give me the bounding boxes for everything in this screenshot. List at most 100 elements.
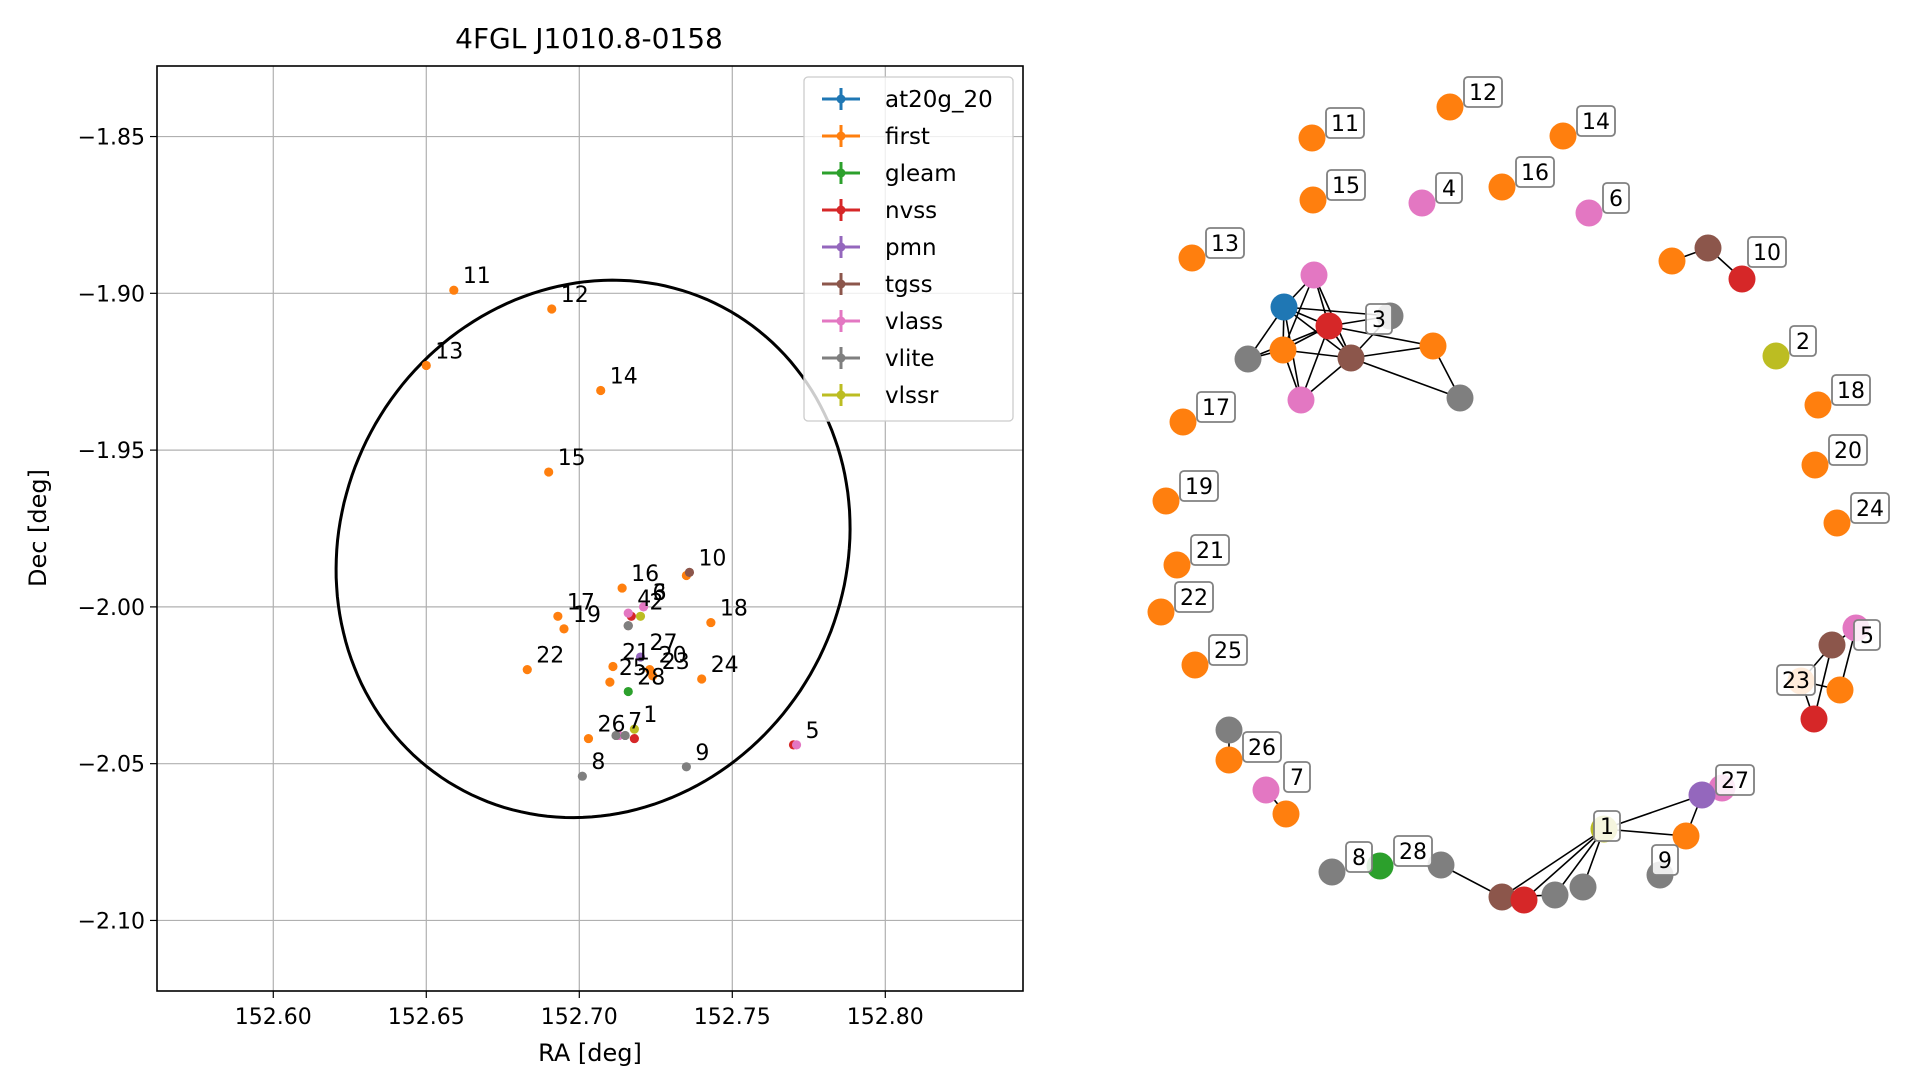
network-node-label-box: [1593, 810, 1621, 842]
legend-dot-vlite: [836, 353, 846, 363]
network-node-label: 2: [1796, 330, 1810, 355]
point-label: 14: [610, 365, 638, 390]
network-edges: [1228, 247, 1857, 901]
network-node: [1169, 408, 1197, 436]
legend-label: nvss: [885, 198, 937, 224]
point-first: [522, 665, 532, 675]
point-first: [596, 385, 606, 396]
network-node-label-box: [1850, 492, 1890, 524]
point-first: [559, 624, 569, 634]
network-node: [1408, 189, 1436, 217]
y-axis-label: Dec [deg]: [24, 469, 52, 587]
point-nvss: [629, 733, 639, 744]
point-label: 15: [558, 446, 586, 471]
network-node-label-box: [1463, 76, 1503, 108]
point-first: [583, 733, 594, 744]
network-node-label-box: [1208, 634, 1248, 666]
point-first: [544, 467, 554, 477]
point-label: 6: [653, 581, 667, 606]
point-first: [449, 285, 459, 295]
network-node: [1298, 124, 1326, 152]
point-vlite: [623, 621, 633, 631]
network-edge: [1350, 357, 1461, 399]
point-label: 7: [628, 709, 642, 734]
network-node-label: 14: [1582, 110, 1610, 135]
network-node-label: 17: [1202, 396, 1230, 421]
point-gleam: [623, 686, 633, 697]
network-node-label: 4: [1442, 177, 1456, 202]
network-node: [1488, 173, 1516, 201]
point-label: 3: [653, 581, 667, 606]
y-tick-label: −1.85: [78, 126, 145, 151]
network-node-label: 16: [1521, 161, 1549, 186]
point-first: [697, 674, 707, 684]
network-node-label-box: [1393, 835, 1433, 867]
point-label: 21: [622, 640, 650, 665]
point-first: [648, 671, 658, 681]
network-node: [1300, 261, 1328, 289]
point-vlite: [620, 730, 630, 741]
network-node-label-box: [1283, 761, 1311, 793]
network-node: [1318, 858, 1346, 886]
point-label: 1: [643, 703, 657, 728]
network-node-label-box: [1345, 841, 1373, 873]
network-edge: [1501, 828, 1605, 898]
y-tick-label: −2.00: [78, 596, 145, 621]
legend-dot-pmn: [836, 242, 846, 252]
point-tgss: [684, 567, 695, 577]
axes-frame: [156, 65, 1024, 992]
network-node: [1427, 851, 1455, 879]
axis-ticks: 152.60 152.65 152.70 152.75 152.80 −1.85 −1.90…: [78, 126, 924, 1030]
point-label: 16: [631, 562, 659, 587]
legend-dot-at20g-20: [836, 94, 846, 104]
network-node-label-box: [1831, 374, 1871, 406]
network-node-label-box: [1828, 434, 1868, 466]
x-tick-label: 152.70: [541, 1005, 618, 1030]
point-label: 28: [637, 666, 665, 691]
network-edge: [1282, 274, 1315, 351]
legend-label: vlass: [885, 309, 943, 335]
x-axis-label: RA [deg]: [538, 1039, 642, 1067]
network-node-label: 7: [1290, 766, 1304, 791]
point-label: 2: [649, 590, 663, 615]
point-first: [706, 617, 716, 628]
network-node-label: 27: [1721, 769, 1749, 794]
network-node-label-box: [1242, 731, 1282, 763]
point-label: 9: [695, 741, 709, 766]
point-label: 11: [463, 264, 491, 289]
legend-dot-first: [836, 131, 846, 141]
network-node-label-box: [1435, 172, 1463, 204]
network-node-label: 20: [1834, 439, 1862, 464]
network-node: [1549, 122, 1577, 150]
network-node: [1272, 800, 1300, 828]
network-node-label: 19: [1185, 475, 1213, 500]
network-node: [1287, 386, 1315, 414]
network-node: [1569, 873, 1597, 901]
network-node: [1728, 265, 1756, 293]
network-node-label: 3: [1372, 308, 1386, 333]
legend-dot-vlssr: [836, 390, 846, 400]
point-label: 4: [637, 587, 651, 612]
network-node: [1446, 384, 1474, 412]
legend-label: tgss: [885, 272, 933, 298]
network-node: [1215, 716, 1243, 744]
point-label: 22: [536, 644, 564, 669]
x-tick-label: 152.65: [388, 1005, 465, 1030]
network-node: [1163, 551, 1191, 579]
y-tick-label: −1.90: [78, 282, 145, 307]
legend-dot-nvss: [836, 205, 846, 215]
network-node: [1270, 293, 1298, 321]
network-node-label-box: [1651, 844, 1679, 876]
network-node-label-box: [1602, 182, 1630, 214]
legend-label: vlssr: [885, 383, 939, 409]
point-label: 25: [619, 656, 647, 681]
legend-frame: [803, 76, 1014, 422]
point-vlite: [681, 762, 691, 772]
legend-label: first: [885, 124, 930, 150]
network-node-label-box: [1205, 227, 1245, 259]
